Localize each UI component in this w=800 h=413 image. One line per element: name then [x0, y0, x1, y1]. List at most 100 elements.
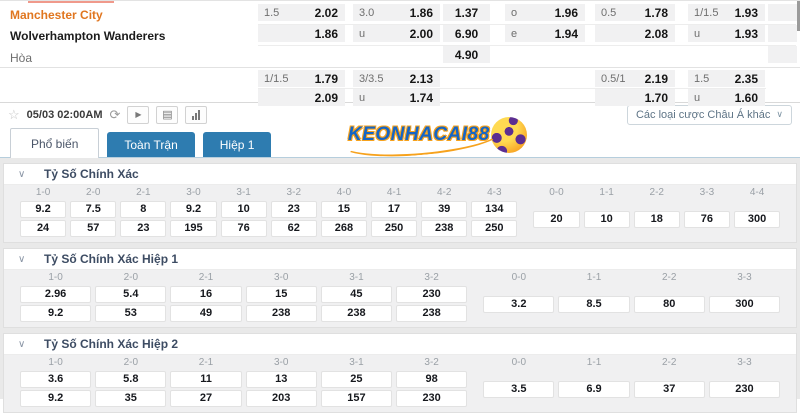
- stats-icon-button[interactable]: [185, 105, 208, 124]
- board-odds-cell[interactable]: 0.5 1.78: [595, 4, 675, 21]
- odds-cell-home[interactable]: 10: [220, 201, 267, 218]
- board-odds-cell[interactable]: e 1.94: [505, 25, 585, 42]
- odds-cell-home[interactable]: 9.2: [170, 201, 217, 218]
- odds-cell-away[interactable]: 76: [220, 220, 267, 237]
- odds-cell-draw[interactable]: 76: [683, 210, 730, 228]
- odds-cell-home[interactable]: 3.6: [20, 371, 92, 388]
- odds-cell-draw[interactable]: 3.5: [483, 380, 555, 398]
- board-odds-cell[interactable]: 3/3.5 2.13: [353, 70, 440, 87]
- odds-cell-draw[interactable]: 300: [733, 210, 781, 228]
- scrollbar-thumb[interactable]: [797, 1, 800, 31]
- board-odds-cell[interactable]: u 1.93: [688, 25, 765, 42]
- odds-cell-away[interactable]: 27: [170, 390, 242, 407]
- score-column: 3-0 13 203: [244, 356, 319, 408]
- odds-cell-draw[interactable]: 10: [583, 210, 630, 228]
- odds-cell-home[interactable]: 9.2: [20, 201, 67, 218]
- tab-half-1[interactable]: Hiệp 1: [202, 132, 272, 157]
- odds-value: 1.93: [734, 5, 758, 20]
- odds-cell-away[interactable]: 230: [396, 390, 468, 407]
- odds-cell-away[interactable]: 238: [320, 305, 393, 322]
- odds-cell-draw[interactable]: 3.2: [483, 295, 555, 313]
- odds-cell-away[interactable]: 53: [95, 305, 167, 322]
- draw-score-column: 1-1 6.9: [556, 356, 631, 408]
- asian-bets-dropdown[interactable]: Các loại cược Châu Á khác ∨: [626, 104, 792, 125]
- board-odds-cell[interactable]: 1/1.5 1.93: [688, 4, 765, 21]
- section-header[interactable]: ∨ Tỷ Số Chính Xác Hiệp 2: [4, 334, 796, 355]
- board-odds-cell[interactable]: 4.90: [443, 46, 490, 63]
- board-odds-cell[interactable]: 2.09: [258, 89, 345, 106]
- odds-cell-away[interactable]: 35: [95, 390, 167, 407]
- odds-cell-away[interactable]: 203: [245, 390, 317, 407]
- odds-cell-away[interactable]: 268: [320, 220, 367, 237]
- refresh-icon[interactable]: ⟳: [109, 107, 121, 122]
- odds-cell-home[interactable]: 39: [421, 201, 468, 218]
- board-odds-cell[interactable]: 1.86: [258, 25, 345, 42]
- odds-cell-home[interactable]: 2.96: [20, 286, 92, 303]
- odds-cell-home[interactable]: 8: [120, 201, 167, 218]
- odds-cell-home[interactable]: 98: [396, 371, 468, 388]
- odds-cell-home[interactable]: 134: [471, 201, 518, 218]
- odds-cell-away[interactable]: 23: [120, 220, 167, 237]
- board-odds-cell[interactable]: 1.37: [443, 4, 490, 21]
- odds-cell-draw[interactable]: 8.5: [558, 295, 630, 313]
- odds-cell-draw[interactable]: 300: [708, 295, 781, 313]
- odds-cell-away[interactable]: 9.2: [20, 390, 92, 407]
- odds-cell-away[interactable]: 238: [245, 305, 317, 322]
- board-odds-cell[interactable]: 1.5 2.02: [258, 4, 345, 21]
- odds-value: 2.08: [644, 26, 668, 41]
- board-odds-cell[interactable]: 1.70: [595, 89, 675, 106]
- odds-cell-away[interactable]: 157: [320, 390, 393, 407]
- odds-cell-away[interactable]: 238: [396, 305, 468, 322]
- odds-cell-home[interactable]: 23: [270, 201, 317, 218]
- odds-cell-home[interactable]: 11: [170, 371, 242, 388]
- lineup-icon-button[interactable]: ▤: [156, 105, 179, 124]
- odds-cell-home[interactable]: 5.8: [95, 371, 167, 388]
- board-odds-cell[interactable]: 0.5/1 2.19: [595, 70, 675, 87]
- odds-value: 1.96: [554, 5, 578, 20]
- odds-cell-away[interactable]: 250: [471, 220, 518, 237]
- odds-cell-draw[interactable]: 37: [633, 380, 705, 398]
- odds-cell-draw[interactable]: 20: [533, 210, 580, 228]
- odds-cell-home[interactable]: 17: [370, 201, 418, 218]
- odds-cell-home[interactable]: 7.5: [70, 201, 117, 218]
- odds-cell-away[interactable]: 238: [421, 220, 468, 237]
- odds-cell-away[interactable]: 195: [170, 220, 217, 237]
- odds-cell-away[interactable]: 57: [70, 220, 117, 237]
- board-odds-cell[interactable]: 3.0 1.86: [353, 4, 440, 21]
- odds-cell-away[interactable]: 49: [170, 305, 242, 322]
- odds-cell-draw[interactable]: 6.9: [558, 380, 630, 398]
- tab-popular[interactable]: Phổ biến: [10, 128, 100, 158]
- odds-cell-away[interactable]: 62: [270, 220, 317, 237]
- board-odds-cell[interactable]: u 1.74: [353, 89, 440, 106]
- score-column: 3-1 25 157: [319, 356, 394, 408]
- odds-cell-home[interactable]: 5.4: [95, 286, 167, 303]
- board-odds-cell[interactable]: u 2.00: [353, 25, 440, 42]
- odds-cell-home[interactable]: 15: [320, 201, 367, 218]
- odds-cell-away[interactable]: 9.2: [20, 305, 92, 322]
- odds-cell-away[interactable]: 250: [370, 220, 418, 237]
- board-odds-cell[interactable]: 1.5 2.35: [688, 70, 765, 87]
- collapse-chevron-icon: ∨: [18, 338, 26, 350]
- board-odds-cell[interactable]: o 1.96: [505, 4, 585, 21]
- odds-cell-home[interactable]: 25: [320, 371, 393, 388]
- board-odds-cell[interactable]: 1/1.5 1.79: [258, 70, 345, 87]
- odds-cell-home[interactable]: 15: [245, 286, 317, 303]
- board-odds-cell[interactable]: 2.08: [595, 25, 675, 42]
- favorite-star-icon[interactable]: ☆: [8, 107, 20, 122]
- odds-cell-home[interactable]: 230: [396, 286, 468, 303]
- section-header[interactable]: ∨ Tỷ Số Chính Xác: [4, 164, 796, 185]
- odds-value: 6.90: [454, 26, 479, 41]
- odds-cell-draw[interactable]: 80: [633, 295, 705, 313]
- odds-cell-home[interactable]: 16: [170, 286, 242, 303]
- odds-cell-home[interactable]: 13: [245, 371, 317, 388]
- draw-cell-wrap: 300: [732, 200, 782, 238]
- tab-full-match[interactable]: Toàn Trận: [107, 132, 195, 157]
- play-button[interactable]: ▶: [127, 105, 150, 124]
- board-odds-cell[interactable]: u 1.60: [688, 89, 765, 106]
- odds-cell-away[interactable]: 24: [20, 220, 67, 237]
- board-odds-cell[interactable]: 6.90: [443, 25, 490, 42]
- odds-cell-home[interactable]: 45: [320, 286, 393, 303]
- section-header[interactable]: ∨ Tỷ Số Chính Xác Hiệp 1: [4, 249, 796, 270]
- odds-cell-draw[interactable]: 18: [633, 210, 680, 228]
- odds-cell-draw[interactable]: 230: [708, 380, 781, 398]
